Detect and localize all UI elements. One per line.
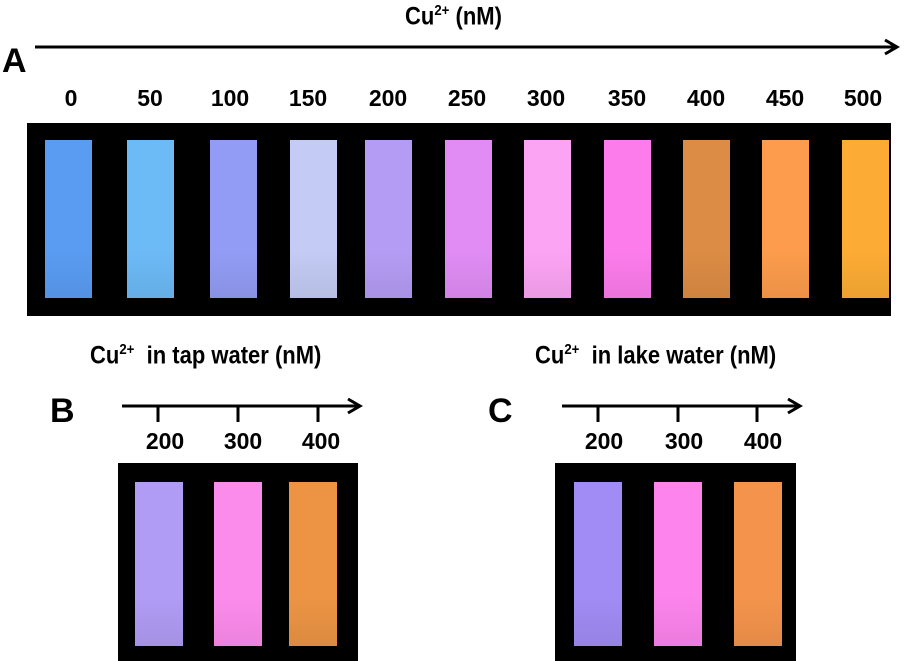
title-base: Cu [535, 341, 565, 370]
title-base: Cu [405, 2, 435, 31]
panel-c-strip-holder [555, 463, 796, 661]
concentration-label: 450 [765, 85, 805, 111]
concentration-label: 500 [843, 85, 883, 111]
concentration-label: 200 [368, 85, 408, 111]
concentration-label: 400 [301, 428, 341, 454]
title-superscript: 2+ [119, 341, 135, 358]
concentration-label: 50 [137, 85, 163, 111]
test-strip-400 [734, 482, 782, 646]
title-unit: (nM) [449, 2, 502, 31]
concentration-label: 0 [64, 85, 78, 111]
test-strip-150 [290, 140, 337, 298]
test-strip-200 [574, 482, 622, 646]
title-unit: in tap water (nM) [134, 341, 322, 370]
concentration-label: 300 [223, 428, 263, 454]
test-strip-500 [842, 140, 889, 298]
test-strip-400 [683, 140, 730, 298]
arrow-b-head [347, 397, 363, 415]
test-strip-400 [289, 482, 337, 646]
title-superscript: 2+ [434, 2, 450, 19]
test-strip-200 [135, 482, 183, 646]
test-strip-300 [524, 140, 571, 298]
panel-b-strip-holder [118, 463, 358, 661]
test-strip-300 [654, 482, 702, 646]
test-strip-450 [762, 140, 809, 298]
test-strip-350 [604, 140, 651, 298]
test-strip-100 [210, 140, 257, 298]
concentration-label: 300 [664, 428, 704, 454]
test-strip-250 [445, 140, 492, 298]
test-strip-200 [365, 140, 412, 298]
concentration-label: 200 [584, 428, 624, 454]
panel-b-label: B [50, 392, 75, 430]
panel-a-title: Cu2+ (nM) [405, 2, 502, 31]
panel-a-label: A [2, 42, 27, 80]
concentration-label: 250 [447, 85, 487, 111]
test-strip-50 [127, 140, 174, 298]
concentration-label: 300 [526, 85, 566, 111]
test-strip-0 [45, 140, 92, 298]
test-strip-300 [214, 482, 262, 646]
concentration-label: 150 [288, 85, 328, 111]
concentration-label: 350 [607, 85, 647, 111]
title-base: Cu [90, 341, 120, 370]
concentration-label: 400 [686, 85, 726, 111]
concentration-label: 100 [210, 85, 250, 111]
panel-a-strip-holder [27, 123, 891, 316]
panel-c-label: C [488, 392, 513, 430]
title-superscript: 2+ [564, 341, 580, 358]
concentration-label: 200 [145, 428, 185, 454]
title-unit: in lake water (nM) [579, 341, 777, 370]
concentration-label: 400 [743, 428, 783, 454]
arrow-a-head [884, 38, 900, 56]
arrow-c-head [787, 397, 803, 415]
panel-c-title: Cu2+ in lake water (nM) [535, 341, 776, 370]
panel-b-title: Cu2+ in tap water (nM) [90, 341, 321, 370]
